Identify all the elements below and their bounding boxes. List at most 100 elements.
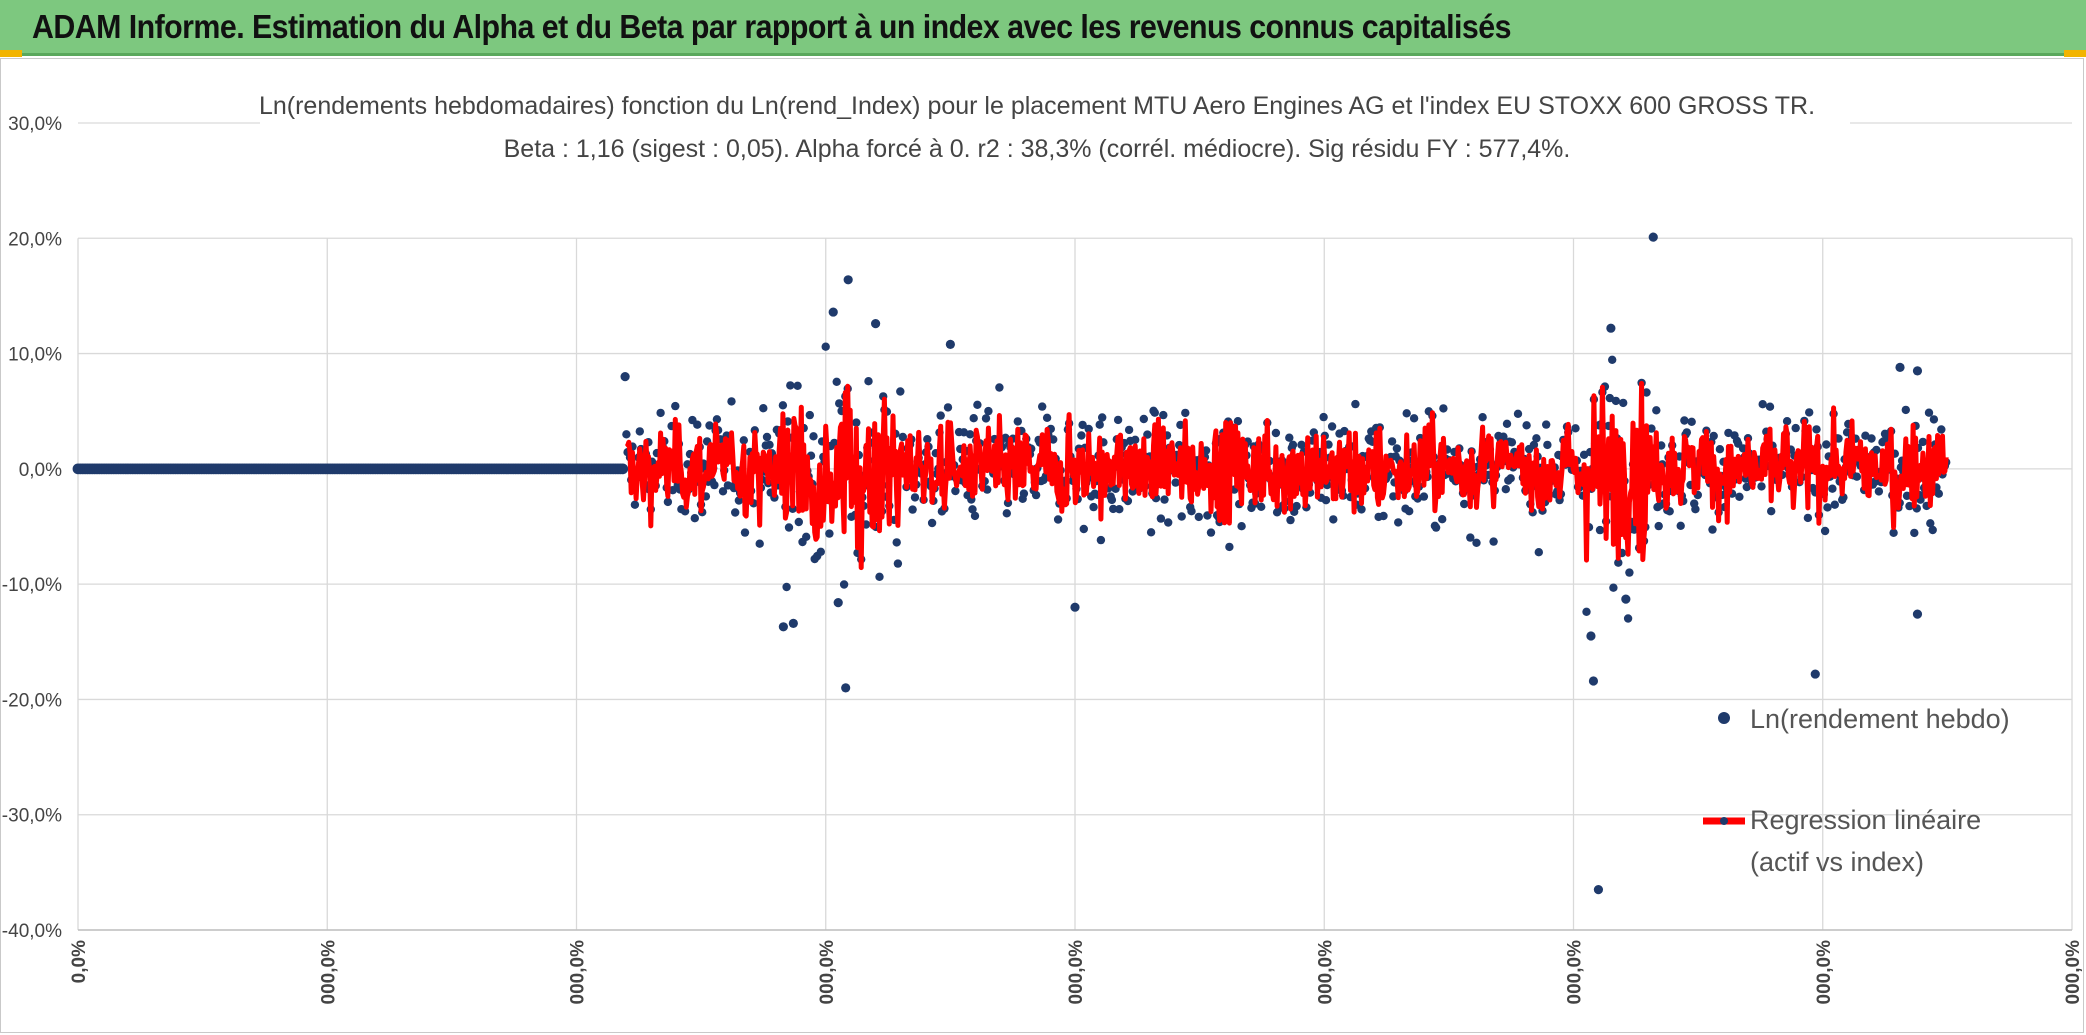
data-point <box>1176 420 1185 430</box>
data-point <box>1392 444 1402 453</box>
chart-subtitle: Beta : 1,16 (sigest : 0,05). Alpha forcé… <box>504 135 1571 163</box>
data-point <box>1489 537 1498 546</box>
data-point <box>1049 435 1058 444</box>
y-tick-label: -30,0% <box>2 806 62 827</box>
data-point <box>1159 410 1168 420</box>
data-point-notable <box>620 372 630 382</box>
data-point <box>1805 408 1814 417</box>
data-point <box>1608 355 1617 364</box>
chart-legend: Ln(rendement hebdo) Regression linéaire … <box>1703 704 2010 877</box>
x-tick-label: 000,0% <box>1315 940 1336 1005</box>
data-point <box>1394 518 1403 527</box>
data-point <box>1611 396 1621 406</box>
data-point <box>1529 440 1539 450</box>
data-point <box>1507 438 1517 447</box>
data-point <box>1271 428 1281 438</box>
data-point <box>839 580 849 589</box>
data-point <box>1625 568 1634 577</box>
x-tick-label: 000,0% <box>1814 940 1835 1005</box>
data-point <box>1292 501 1301 511</box>
data-point <box>727 397 736 406</box>
data-point <box>1357 505 1366 514</box>
data-point <box>995 383 1004 392</box>
data-point <box>852 418 861 427</box>
data-point <box>1001 433 1010 442</box>
data-point <box>1233 417 1243 426</box>
data-point <box>1910 528 1919 538</box>
data-point <box>1929 415 1939 424</box>
data-point <box>1623 614 1633 623</box>
legend-label-regression-2: (actif vs index) <box>1750 847 1924 877</box>
data-point <box>984 406 993 416</box>
data-point <box>1466 533 1475 542</box>
data-point <box>765 440 774 449</box>
data-point <box>793 381 802 390</box>
x-tick-label: 000,0% <box>817 940 838 1005</box>
data-point <box>943 403 953 412</box>
data-point <box>762 432 772 442</box>
data-point <box>1225 542 1234 552</box>
legend-marker-scatter <box>1718 712 1730 724</box>
data-point <box>1143 430 1152 439</box>
data-point-notable <box>1912 366 1923 376</box>
data-point <box>1181 408 1190 418</box>
data-point <box>1321 496 1331 505</box>
data-point <box>1830 500 1840 509</box>
data-point <box>1079 524 1089 534</box>
y-tick-label: -40,0% <box>2 921 62 942</box>
data-point-notable <box>843 275 853 285</box>
y-tick-label: -10,0% <box>2 575 62 596</box>
chart-grid <box>77 122 2073 931</box>
data-point-notable <box>841 683 851 693</box>
data-point <box>981 414 991 423</box>
data-point <box>783 417 792 426</box>
data-point <box>778 401 788 410</box>
data-point <box>825 529 834 538</box>
data-point <box>635 427 644 436</box>
data-point-notable <box>1810 669 1820 679</box>
data-point <box>1031 490 1041 500</box>
data-point <box>710 480 719 490</box>
data-point <box>1439 404 1448 413</box>
data-point <box>1872 445 1881 455</box>
data-point <box>923 435 932 444</box>
data-point <box>1042 413 1052 422</box>
data-point <box>1571 424 1580 433</box>
data-point <box>1297 440 1306 449</box>
chart-frame <box>0 58 2084 1033</box>
data-point <box>1501 485 1511 494</box>
x-tick-label: 000,0% <box>2063 940 2084 1005</box>
data-point <box>1084 424 1093 434</box>
data-point <box>755 539 764 548</box>
data-point <box>1691 505 1700 514</box>
data-point <box>1758 400 1767 409</box>
x-tick-label: 000,0% <box>318 940 339 1005</box>
data-point <box>1715 445 1725 454</box>
data-point <box>1822 440 1831 449</box>
data-point-notable <box>778 622 788 632</box>
y-axis-ticks: 30,0% 20,0% 10,0% 0,0% -10,0% -20,0% -30,0% -40… <box>2 114 62 942</box>
scatter-points <box>72 232 1951 895</box>
data-point <box>1532 434 1541 443</box>
data-point <box>617 463 629 475</box>
data-point <box>1139 414 1149 424</box>
data-point <box>1286 515 1295 525</box>
data-point <box>898 432 907 442</box>
data-point <box>622 430 631 439</box>
y-tick-label: -20,0% <box>2 690 62 711</box>
data-point-notable <box>945 339 955 349</box>
data-point <box>1924 408 1934 417</box>
data-point <box>1542 420 1551 429</box>
data-point <box>1767 507 1776 516</box>
data-point <box>1194 512 1204 522</box>
data-point <box>821 342 830 351</box>
data-point <box>835 399 844 408</box>
data-point <box>1124 425 1134 435</box>
data-point-notable <box>1621 594 1631 604</box>
data-point <box>1647 424 1656 433</box>
data-point-notable <box>871 318 881 329</box>
data-point <box>1285 433 1294 442</box>
data-point <box>1109 504 1118 514</box>
data-point <box>1078 420 1087 430</box>
data-point <box>1187 507 1196 516</box>
